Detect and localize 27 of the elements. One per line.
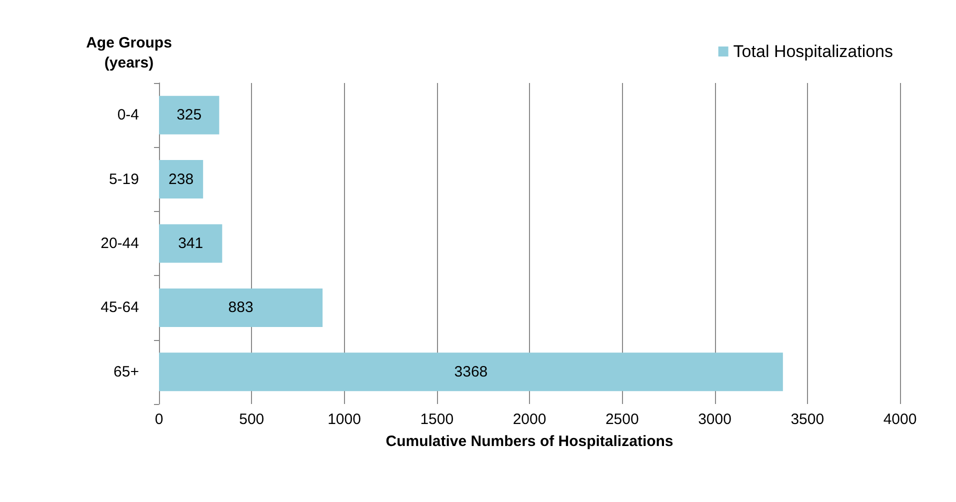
data-label: 883 (228, 299, 254, 316)
data-label: 341 (178, 235, 204, 252)
data-label: 3368 (454, 363, 488, 380)
x-tick-label: 4000 (883, 411, 917, 428)
y-axis-title: Age Groups (years) (86, 34, 172, 72)
y-tick-label: 20-44 (100, 235, 139, 252)
bar (159, 160, 204, 199)
x-tick-label: 3000 (698, 411, 732, 428)
y-tick-label: 5-19 (108, 170, 139, 188)
x-axis-title: Cumulative Numbers of Hospitalizations (386, 433, 674, 450)
x-tick-label: 2000 (512, 411, 546, 428)
y-tick-label: 45-64 (100, 299, 139, 316)
x-tick-label: 1500 (420, 411, 454, 428)
data-label: 238 (168, 170, 194, 188)
bar (159, 224, 222, 263)
bar (159, 96, 220, 134)
x-tick-label: 2500 (605, 411, 639, 428)
x-tick-label: 0 (154, 411, 164, 428)
data-label: 325 (176, 106, 202, 124)
x-tick-label: 3500 (790, 411, 824, 428)
legend-label: Total Hospitalizations (733, 42, 894, 61)
bar (159, 288, 323, 327)
bar (159, 352, 783, 392)
y-tick-label: 0-4 (117, 106, 139, 124)
x-tick-label: 500 (239, 411, 264, 428)
x-tick-label: 1000 (328, 411, 361, 428)
y-tick-label: 65+ (114, 363, 140, 380)
